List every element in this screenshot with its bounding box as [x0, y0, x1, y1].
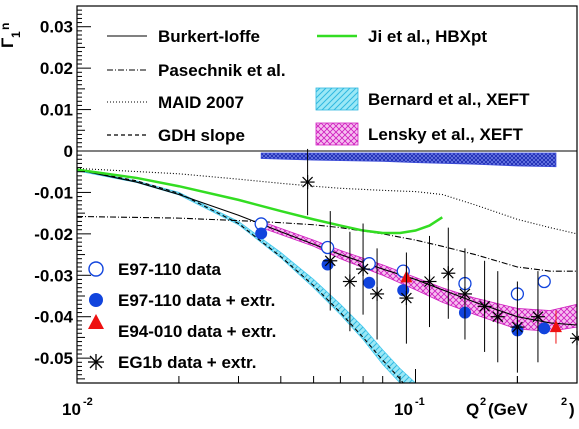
y-axis-symbol: Γ [0, 38, 17, 48]
legend-upper: Burkert-Ioffe Ji et al., HBXpt Pasechnik… [107, 27, 530, 146]
data-point-asterisk [441, 227, 456, 319]
legend-swatch-lensky [315, 122, 359, 146]
data-point-asterisk [342, 231, 357, 332]
legend-label-maid: MAID 2007 [158, 93, 244, 112]
x-axis-label-unit-sup: 2 [561, 396, 567, 408]
legend-marker-eg1b [88, 354, 104, 370]
data-point-filled-triangle [549, 310, 562, 344]
x-axis-label-sup: 2 [480, 396, 486, 408]
x-axis-label-close: ) [569, 400, 575, 419]
y-axis-subscript: 1 [9, 31, 23, 38]
data-point-asterisk [300, 148, 315, 216]
systematic-band [260, 152, 557, 168]
x-tick-label-exp: -1 [415, 396, 425, 408]
legend-label-pasechnik: Pasechnik et al. [158, 61, 286, 80]
y-tick-label: 0.02 [40, 59, 73, 78]
legend-lower: E97-110 data E97-110 data + extr. E94-01… [88, 260, 276, 372]
legend-label-eg1b: EG1b data + extr. [118, 353, 256, 372]
legend-label-e94: E94-010 data + extr. [118, 322, 276, 341]
points-layer [254, 148, 579, 383]
legend-label-e97-filled: E97-110 data + extr. [118, 291, 275, 310]
legend-label-bernard: Bernard et al., XEFT [368, 90, 530, 109]
legend-marker-e97-filled [89, 293, 103, 307]
y-tick-label: -0.02 [34, 225, 73, 244]
axis-ticks: 0.03 0.02 0.01 0 -0.01 -0.02 -0.03 -0.04 -0.05 [34, 5, 518, 383]
data-point-asterisk [356, 223, 371, 315]
data-point-asterisk [530, 271, 545, 363]
legend-marker-e94 [88, 314, 104, 329]
y-tick-label: 0.03 [40, 18, 73, 37]
x-tick-label-exp: -2 [83, 396, 93, 408]
curves-layer [77, 167, 577, 383]
y-tick-label: -0.01 [34, 183, 73, 202]
curve-pasechnik [77, 215, 577, 272]
curve-ji-hbxpt [77, 168, 443, 235]
plot-frame [76, 5, 578, 384]
y-tick-label: -0.05 [34, 349, 73, 368]
data-point-asterisk [422, 235, 437, 328]
data-point-asterisk [370, 248, 385, 340]
legend-label-ji: Ji et al., HBXpt [368, 27, 487, 46]
data-point-filled-circle [255, 227, 268, 240]
legend-label-lensky: Lensky et al., XEFT [368, 125, 524, 144]
y-tick-label: 0 [64, 142, 73, 161]
data-point-open-circle [320, 240, 335, 255]
data-point-asterisk [323, 211, 338, 311]
y-tick-label: 0.01 [40, 101, 73, 120]
data-point-filled-circle [363, 276, 376, 289]
legend-label-e97-open: E97-110 data [118, 260, 222, 279]
x-tick-label-base: 10 [62, 400, 81, 419]
data-point-open-circle [537, 274, 551, 289]
legend-marker-e97-open [88, 261, 104, 277]
y-axis-superscript: n [0, 23, 12, 30]
x-axis-label-main: Q [466, 400, 479, 419]
data-point-asterisk [477, 260, 492, 352]
x-axis-label-unit: (GeV [488, 400, 528, 419]
data-point-asterisk [510, 281, 525, 373]
data-point-asterisk [490, 271, 505, 363]
y-tick-label: -0.04 [34, 308, 73, 327]
legend-label-gdh: GDH slope [158, 126, 245, 145]
data-point-asterisk [399, 252, 414, 344]
y-tick-label: -0.03 [34, 266, 73, 285]
legend-label-burkert: Burkert-Ioffe [158, 27, 260, 46]
curve-gdh-slope [77, 169, 404, 383]
data-point-filled-circle [538, 322, 551, 335]
data-point-asterisk [457, 248, 472, 340]
legend-swatch-bernard [315, 87, 359, 111]
x-tick-label-base: 10 [394, 400, 413, 419]
curve-maid-2007 [77, 167, 577, 235]
